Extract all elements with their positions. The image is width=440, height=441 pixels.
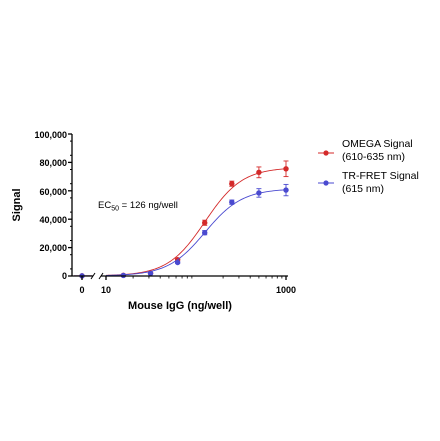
y-tick-label: 60,000: [39, 187, 67, 197]
y-tick-label: 100,000: [34, 130, 67, 140]
data-point: [256, 169, 262, 176]
axis-break-mark: [98, 272, 104, 280]
ec50-subscript: 50: [111, 206, 119, 213]
data-point: [283, 187, 289, 193]
x-tick-label: 10: [101, 285, 111, 295]
series-group: [74, 183, 289, 279]
x-axis-title: Mouse IgG (ng/well): [128, 300, 232, 312]
plot-area: [74, 160, 289, 279]
data-point: [283, 166, 289, 172]
x-tick-label: 1000: [276, 285, 296, 295]
axes: 0 10 1000 0 20,000 40,000 60,000 80,000 …: [11, 130, 296, 312]
ec50-prefix: EC: [98, 200, 111, 211]
fit-curve: [105, 189, 287, 276]
legend-marker-trfret: [323, 180, 329, 186]
data-point: [174, 259, 181, 266]
legend-label-omega: OMEGA Signal: [342, 138, 413, 150]
y-tick-label: 20,000: [39, 243, 67, 253]
y-tick-label: 80,000: [39, 158, 67, 168]
data-point: [229, 199, 235, 205]
legend: OMEGA Signal (610-635 nm) TR-FRET Signal…: [318, 138, 419, 195]
ec50-annotation: EC50 = 126 ng/well: [98, 200, 178, 213]
data-point: [256, 190, 262, 196]
data-point: [147, 270, 154, 277]
axis-break-mark: [90, 272, 96, 280]
series-group: [74, 160, 289, 279]
legend-marker-omega: [323, 150, 329, 156]
y-tick-label: 40,000: [39, 215, 67, 225]
data-point: [202, 229, 208, 236]
x-tick-label: 0: [79, 285, 84, 295]
legend-label-trfret-wavelength: (615 nm): [342, 183, 384, 195]
data-point: [202, 220, 208, 226]
ec50-suffix: = 126 ng/well: [119, 200, 178, 211]
legend-label-trfret: TR-FRET Signal: [342, 170, 419, 182]
fit-curve: [105, 168, 287, 276]
y-axis-title: Signal: [11, 188, 23, 221]
data-point: [229, 181, 235, 187]
legend-label-omega-wavelength: (610-635 nm): [342, 151, 405, 163]
y-tick-label: 0: [62, 271, 67, 281]
